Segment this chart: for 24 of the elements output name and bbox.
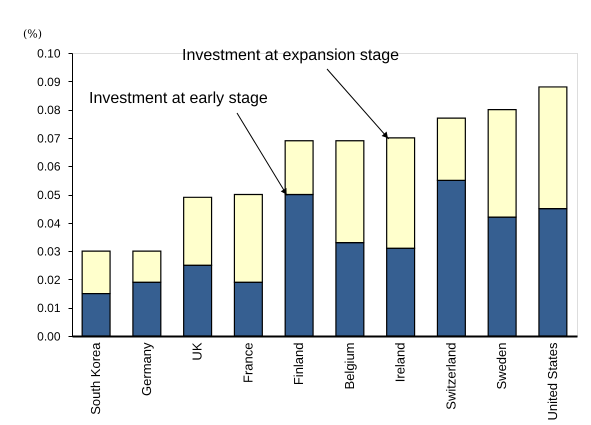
- y-tick-label: 0.05: [37, 188, 61, 202]
- x-tick-label: Germany: [138, 342, 154, 396]
- x-tick-label: Finland: [291, 342, 306, 386]
- text: Investment at expansion stage: [182, 47, 400, 64]
- y-axis-title: (%): [22, 28, 42, 40]
- y-tick-label: 0.04: [37, 216, 61, 230]
- x-tick-label: Ireland: [392, 342, 408, 382]
- x-tick-label: Belgium: [342, 342, 357, 390]
- x-tick-label: Switzerland: [443, 342, 458, 410]
- x-tick-label: UK: [190, 342, 205, 361]
- x-tick-label: Sweden: [494, 342, 510, 390]
- y-tick-label: 0.09: [37, 74, 61, 89]
- y-tick-label: 0.10: [37, 46, 61, 60]
- y-tick-label: 0.01: [37, 301, 61, 316]
- y-tick-label: 0.00: [37, 330, 61, 344]
- x-tick-label: France: [240, 342, 256, 383]
- x-tick-label: South Korea: [88, 342, 104, 415]
- y-tick-label: 0.08: [37, 103, 61, 118]
- y-tick-label: 0.02: [37, 272, 61, 287]
- x-tick-label: United States: [544, 342, 560, 421]
- y-tick-label: 0.06: [37, 160, 61, 174]
- y-tick-label: 0.03: [37, 244, 61, 259]
- text: Investment at early stage: [89, 90, 268, 107]
- y-tick-label: 0.07: [37, 131, 61, 146]
